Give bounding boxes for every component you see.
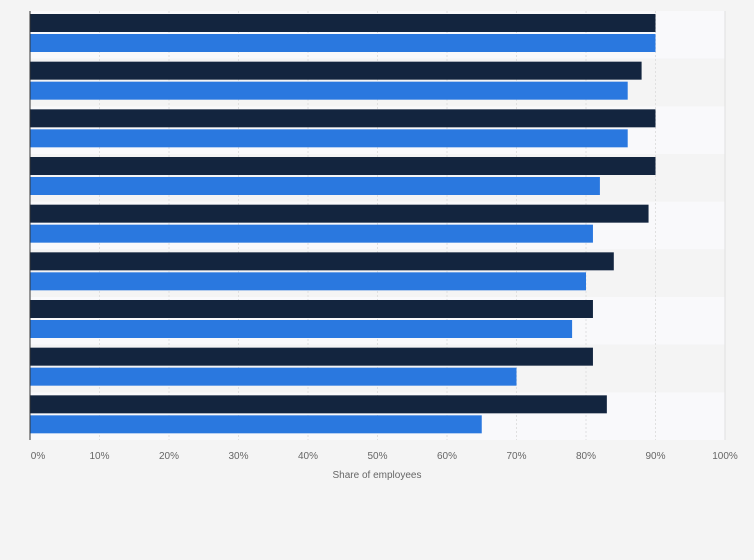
bar-series-2[interactable] <box>30 129 628 148</box>
x-tick-label: 20% <box>159 451 179 462</box>
bar-series-1[interactable] <box>30 347 593 366</box>
x-tick-labels: 0% 10% 20% 30% 40% 50% 60% 70% 80% 90% 100% <box>31 451 738 462</box>
x-tick-label: 60% <box>437 451 457 462</box>
x-axis-label: Share of employees <box>333 470 422 481</box>
bars <box>30 14 656 434</box>
bar-series-2[interactable] <box>30 415 482 434</box>
bar-series-1[interactable] <box>30 300 593 318</box>
bar-series-2[interactable] <box>30 34 656 52</box>
x-tick-label: 10% <box>89 451 109 462</box>
x-tick-label: 80% <box>576 451 596 462</box>
x-tick-label: 90% <box>645 451 665 462</box>
bar-series-1[interactable] <box>30 252 614 271</box>
bar-series-1[interactable] <box>30 14 656 32</box>
bar-series-2[interactable] <box>30 224 593 243</box>
bar-series-1[interactable] <box>30 204 649 223</box>
bar-series-2[interactable] <box>30 81 628 100</box>
x-tick-label: 40% <box>298 451 318 462</box>
bar-series-2[interactable] <box>30 367 517 386</box>
x-tick-label: 100% <box>712 451 738 462</box>
bar-series-1[interactable] <box>30 109 656 128</box>
x-tick-label: 0% <box>31 451 46 462</box>
x-tick-label: 50% <box>367 451 387 462</box>
x-tick-label: 30% <box>228 451 248 462</box>
bar-series-1[interactable] <box>30 157 656 175</box>
bar-series-2[interactable] <box>30 177 600 195</box>
bar-series-1[interactable] <box>30 61 642 80</box>
bar-series-1[interactable] <box>30 395 607 414</box>
bar-series-2[interactable] <box>30 272 586 291</box>
bar-series-2[interactable] <box>30 320 573 338</box>
x-tick-label: 70% <box>506 451 526 462</box>
